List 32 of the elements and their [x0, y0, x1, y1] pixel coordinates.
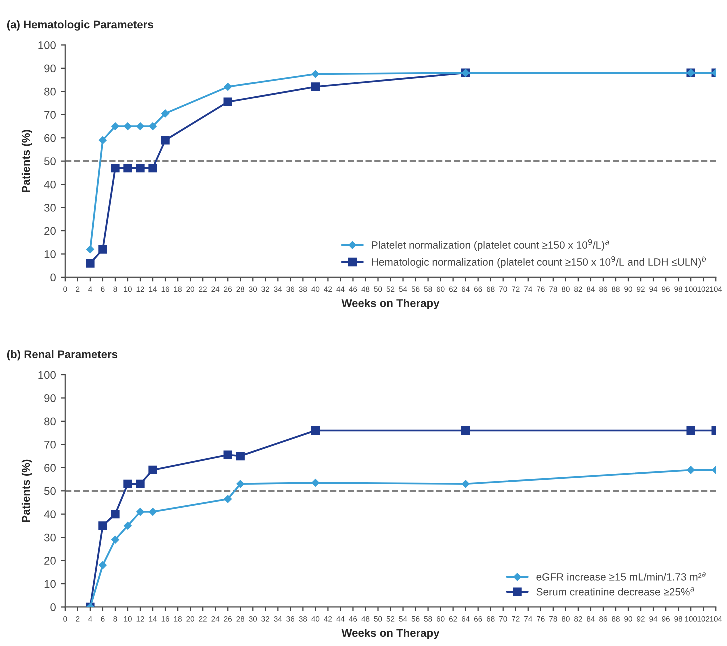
y-tick-label: 0 — [50, 604, 56, 612]
y-tick-label: 100 — [38, 41, 56, 50]
y-tick-label: 40 — [44, 180, 56, 189]
y-tick-label: 90 — [44, 64, 56, 73]
y-tick-label: 100 — [38, 371, 56, 380]
y-tick-label: 40 — [44, 510, 56, 518]
y-tick-label: 50 — [44, 158, 56, 166]
legend-label: Platelet normalization (platelet count ≥150 x 10$^{9}$/L)$^{a}$ — [372, 239, 610, 251]
y-tick-label: 0 — [50, 274, 56, 282]
y-tick-label: 70 — [44, 111, 56, 120]
y-tick-label: 60 — [44, 134, 56, 142]
y-tick-label: 10 — [44, 580, 56, 588]
x-axis-title: Weeks on Therapy — [342, 628, 440, 640]
y-tick-label: 30 — [44, 204, 56, 212]
y-axis-title: Patients (%) — [22, 460, 32, 522]
legend-label: eGFR increase ≥15 mL/min/1.73 m²$^{a}$ — [536, 572, 706, 581]
chart-title: (b) Renal Parameters — [7, 350, 118, 361]
legend-label: Serum creatinine decrease ≥25%$^{a}$ — [536, 588, 694, 596]
y-tick-label: 20 — [44, 227, 56, 236]
y-tick-label: 90 — [44, 394, 56, 402]
y-tick-label: 50 — [44, 487, 56, 496]
y-tick-label: 10 — [44, 250, 56, 258]
y-axis-title: Patients (%) — [22, 130, 32, 192]
x-axis-title: Weeks on Therapy — [342, 299, 440, 310]
y-tick-label: 60 — [44, 464, 56, 472]
y-tick-label: 70 — [44, 440, 56, 449]
y-tick-label: 30 — [44, 534, 56, 542]
y-tick-label: 80 — [44, 418, 56, 426]
y-tick-label: 20 — [44, 557, 56, 565]
legend-label: Hematologic normalization (platelet count ≥150 x 10$^{9}$/L and LDH ≤ULN)$^{b}$ — [372, 256, 706, 268]
y-tick-label: 80 — [44, 88, 56, 96]
chart-title: (a) Hematologic Parameters — [7, 20, 154, 31]
